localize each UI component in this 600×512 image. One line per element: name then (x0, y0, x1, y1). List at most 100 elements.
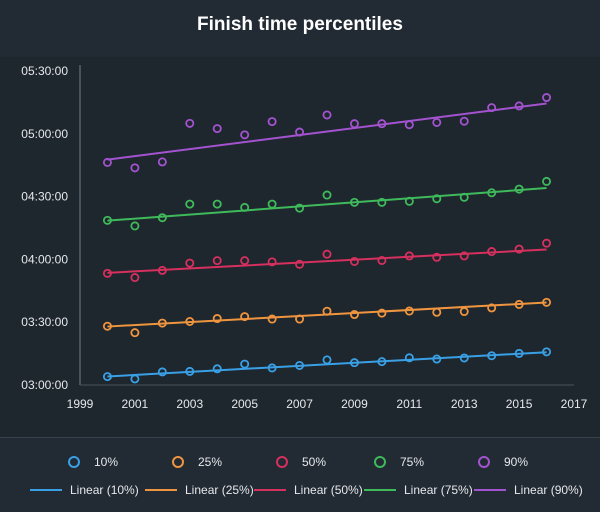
data-point-90pct (542, 93, 552, 103)
trendline-90pct (107, 102, 547, 161)
legend-label: 10% (94, 455, 119, 469)
data-point-50pct (295, 259, 305, 269)
data-point-75pct (267, 199, 277, 209)
data-point-75pct (514, 184, 524, 194)
data-point-75pct (432, 194, 442, 204)
legend-item: Linear (90%) (474, 480, 583, 500)
data-point-75pct (349, 197, 359, 207)
legend-markers-row: 10% 25% 50% 75% 90% (0, 452, 600, 472)
x-tick-label: 2001 (122, 397, 149, 411)
data-point-50pct (185, 258, 195, 268)
data-point-25pct (514, 299, 524, 309)
legend-label: Linear (75%) (404, 483, 473, 497)
data-point-25pct (130, 328, 140, 338)
x-tick-label: 1999 (67, 397, 94, 411)
y-tick-label: 03:00:00 (21, 378, 68, 392)
data-point-75pct (487, 188, 497, 198)
x-tick-label: 2009 (341, 397, 368, 411)
data-point-75pct (157, 213, 167, 223)
legend-marker-icon (478, 456, 490, 468)
data-point-25pct (542, 297, 552, 307)
data-point-10pct (102, 372, 112, 382)
legend-label: Linear (50%) (294, 483, 363, 497)
data-point-90pct (185, 118, 195, 128)
data-point-90pct (102, 157, 112, 167)
data-point-90pct (295, 127, 305, 137)
data-point-90pct (267, 117, 277, 127)
x-tick-label: 2005 (231, 397, 258, 411)
data-point-25pct (267, 314, 277, 324)
data-point-90pct (322, 110, 332, 120)
data-point-50pct (349, 256, 359, 266)
data-point-10pct (404, 353, 414, 363)
y-tick-label: 03:30:00 (21, 315, 68, 329)
chart-svg: 03:00:00 03:30:00 04:00:00 04:30:00 05:00:00… (21, 64, 588, 411)
data-point-50pct (514, 244, 524, 254)
data-point-90pct (487, 103, 497, 113)
data-point-90pct (377, 119, 387, 129)
data-point-10pct (432, 354, 442, 364)
data-point-50pct (267, 257, 277, 267)
data-point-50pct (102, 268, 112, 278)
legend-item: Linear (25%) (145, 480, 254, 500)
data-point-10pct (157, 367, 167, 377)
data-point-10pct (542, 347, 552, 357)
data-point-25pct (157, 318, 167, 328)
legend-line-icon (474, 489, 506, 491)
data-point-10pct (130, 374, 140, 384)
legend-item: Linear (50%) (254, 480, 363, 500)
legend-line-icon (254, 489, 286, 491)
x-tick-label: 2003 (176, 397, 203, 411)
legend-item: Linear (75%) (364, 480, 473, 500)
chart-title: Finish time percentiles (197, 14, 403, 35)
data-point-10pct (377, 357, 387, 367)
data-point-10pct (322, 355, 332, 365)
data-point-25pct (212, 314, 222, 324)
x-tick-label: 2011 (396, 397, 422, 411)
data-point-75pct (185, 199, 195, 209)
data-point-25pct (102, 321, 112, 331)
x-tick-label: 2007 (286, 397, 313, 411)
data-point-75pct (130, 221, 140, 231)
data-point-75pct (322, 190, 332, 200)
data-point-75pct (459, 192, 469, 202)
legend-item: 50% (276, 452, 326, 472)
legend-item: 25% (172, 452, 222, 472)
x-tick-label: 2015 (506, 397, 533, 411)
data-point-25pct (404, 306, 414, 316)
data-point-50pct (459, 251, 469, 261)
data-point-90pct (240, 130, 250, 140)
data-point-10pct (514, 348, 524, 358)
legend-marker-icon (374, 456, 386, 468)
data-point-90pct (212, 124, 222, 134)
legend-label: Linear (25%) (185, 483, 254, 497)
x-tick-label: 2017 (561, 397, 588, 411)
data-point-90pct (404, 120, 414, 130)
legend-label: 50% (302, 455, 327, 469)
data-point-50pct (157, 265, 167, 275)
data-point-90pct (157, 157, 167, 167)
data-point-50pct (377, 255, 387, 265)
data-point-90pct (514, 101, 524, 111)
y-tick-label: 05:00:00 (21, 127, 68, 141)
legend-label: 25% (198, 455, 223, 469)
data-point-50pct (130, 273, 140, 283)
data-point-25pct (295, 314, 305, 324)
legend-label: Linear (10%) (70, 483, 139, 497)
plot-area: 03:00:00 03:30:00 04:00:00 04:30:00 05:00:00… (0, 57, 600, 437)
legend-marker-icon (172, 456, 184, 468)
y-tick-label: 04:00:00 (21, 252, 68, 266)
data-point-50pct (240, 256, 250, 266)
legend-label: 90% (504, 455, 529, 469)
data-point-50pct (432, 252, 442, 262)
data-point-10pct (240, 359, 250, 369)
data-point-25pct (185, 317, 195, 327)
legend-divider (0, 437, 600, 438)
trendline-75pct (107, 187, 547, 222)
data-point-10pct (185, 366, 195, 376)
legend-item: 10% (68, 452, 118, 472)
legend-lines-row: Linear (10%) Linear (25%) Linear (50%) Line… (0, 480, 600, 500)
data-point-10pct (459, 353, 469, 363)
data-point-25pct (349, 310, 359, 320)
data-point-10pct (212, 364, 222, 374)
